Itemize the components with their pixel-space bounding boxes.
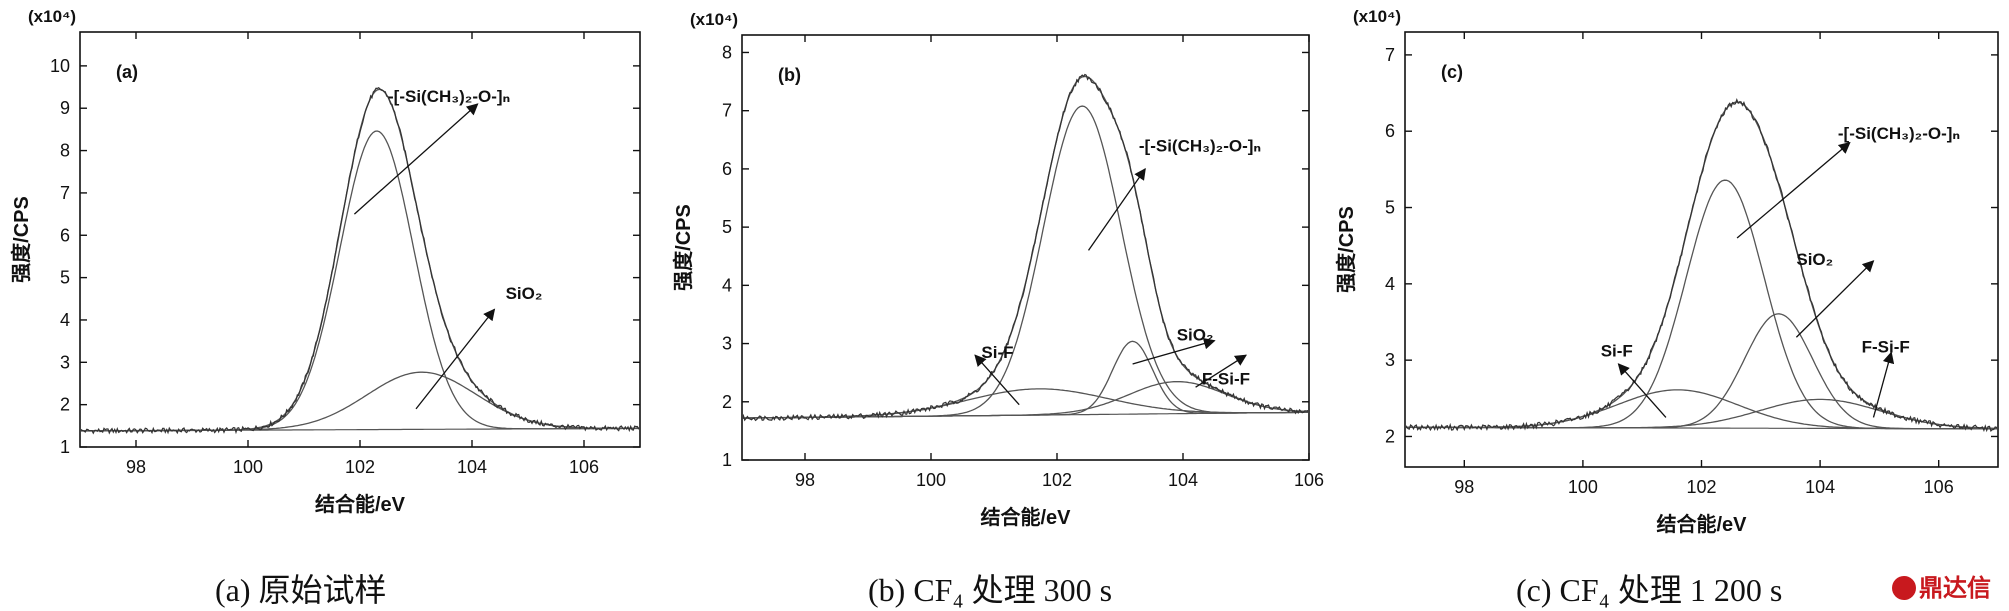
annotation-label: -[-Si(CH₃)₂-O-]ₙ	[388, 87, 510, 106]
y-axis-label: 强度/CPS	[1334, 206, 1358, 293]
component-peak-line	[1406, 179, 1997, 430]
y-multiplier-label: (x10⁴)	[1353, 7, 1401, 26]
annotation-arrow	[1736, 141, 1851, 239]
annotation-label: SiO₂	[506, 284, 543, 303]
envelope-line	[1406, 101, 1997, 430]
y-tick-label: 2	[1385, 426, 1395, 446]
x-tick-label: 104	[1805, 477, 1835, 497]
annotation-arrow	[1195, 354, 1247, 388]
plot-frame	[1404, 31, 1999, 468]
x-tick-label: 102	[345, 457, 375, 477]
y-tick-label: 7	[722, 101, 732, 121]
x-tick-label: 106	[569, 457, 599, 477]
annotation-arrow	[1132, 337, 1216, 365]
chart-panel-b: 98 100 102 104 106 1 2 3 4 5 6 7 8 结合能/eV 强度/CPS (x10⁴)…	[671, 10, 1324, 529]
panel-label: (c)	[1441, 62, 1463, 82]
annotation-label: F-Si-F	[1202, 369, 1250, 388]
x-tick-label: 98	[795, 470, 815, 490]
plot-area	[1406, 97, 1997, 433]
annotation-label: -[-Si(CH₃)₂-O-]ₙ	[1139, 136, 1261, 155]
y-tick-label: 8	[722, 42, 732, 62]
y-tick-label: 2	[722, 392, 732, 412]
panel-label: (a)	[116, 62, 138, 82]
y-tick-label: 5	[1385, 198, 1395, 218]
caption-a: (a) 原始试样	[215, 572, 387, 608]
x-tick-label: 104	[1168, 470, 1198, 490]
annotation-label: -[-Si(CH₃)₂-O-]ₙ	[1838, 124, 1960, 143]
y-tick-label: 2	[60, 395, 70, 415]
y-tick-label: 6	[60, 225, 70, 245]
x-tick-label: 100	[233, 457, 263, 477]
y-tick-label: 7	[60, 183, 70, 203]
x-tick-label: 106	[1294, 470, 1324, 490]
plot-frame	[79, 31, 641, 448]
annotation-label: SiO₂	[1796, 250, 1833, 269]
seal-icon	[1892, 576, 1916, 600]
experimental-spectrum-line	[743, 73, 1308, 422]
y-axis-label: 强度/CPS	[9, 196, 33, 283]
y-tick-label: 1	[60, 437, 70, 457]
x-tick-label: 104	[457, 457, 487, 477]
y-axis-label: 强度/CPS	[671, 204, 695, 291]
y-tick-label: 6	[722, 159, 732, 179]
annotation-label: SiO₂	[1177, 326, 1214, 345]
component-peak-line	[1406, 313, 1997, 430]
y-tick-label: 1	[722, 450, 732, 470]
plot-area	[743, 73, 1308, 422]
annotation-label: F-Si-F	[1862, 338, 1910, 357]
y-tick-label: 4	[1385, 274, 1395, 294]
envelope-line	[81, 88, 639, 432]
chart-panel-c: 98 100 102 104 106 2 3 4 5 6 7 结合能/eV 强度/CPS (x10⁴) (c…	[1334, 7, 1999, 536]
annotation-label: Si-F	[981, 343, 1013, 362]
experimental-spectrum-line	[1406, 97, 1997, 433]
x-axis-label: 结合能/eV	[315, 492, 406, 516]
x-tick-label: 102	[1686, 477, 1716, 497]
plot-area	[81, 86, 639, 435]
x-tick-label: 106	[1924, 477, 1954, 497]
annotation-arrow	[1087, 167, 1146, 251]
y-tick-label: 5	[60, 268, 70, 288]
panel-label: (b)	[778, 65, 801, 85]
annotation-arrow	[1617, 363, 1667, 418]
x-tick-label: 102	[1042, 470, 1072, 490]
y-multiplier-label: (x10⁴)	[690, 10, 738, 29]
experimental-spectrum-line	[81, 86, 639, 435]
y-tick-label: 7	[1385, 45, 1395, 65]
annotation-arrow	[415, 308, 496, 410]
y-tick-label: 3	[722, 334, 732, 354]
x-tick-label: 100	[1568, 477, 1598, 497]
x-tick-label: 100	[916, 470, 946, 490]
annotation-arrow	[353, 103, 479, 215]
annotation-arrow	[1872, 351, 1895, 418]
x-axis-label: 结合能/eV	[980, 505, 1071, 529]
y-tick-label: 3	[1385, 350, 1395, 370]
caption-c: (c) CF₄ 处理 1 200 s	[1516, 572, 1783, 608]
logo-text: 鼎达信	[1919, 574, 1991, 602]
y-tick-label: 10	[50, 56, 70, 76]
x-tick-label: 98	[126, 457, 146, 477]
component-peak-line	[1406, 389, 1997, 430]
y-tick-label: 4	[722, 275, 732, 295]
annotation-label: Si-F	[1601, 341, 1633, 360]
y-tick-label: 3	[60, 352, 70, 372]
y-tick-label: 5	[722, 217, 732, 237]
x-tick-label: 98	[1454, 477, 1474, 497]
annotation-arrow	[1795, 260, 1875, 338]
y-tick-label: 9	[60, 98, 70, 118]
y-tick-label: 4	[60, 310, 70, 330]
caption-b: (b) CF₄ 处理 300 s	[868, 572, 1113, 608]
chart-panel-a: 98 100 102 104 106 1 2 3 4 5 6 7 8 9 10 结合能/eV 强度/CPS (x1…	[9, 7, 641, 516]
brand-logo: 鼎达信	[1892, 568, 1991, 603]
component-peak-line	[81, 130, 639, 432]
y-multiplier-label: (x10⁴)	[28, 7, 76, 26]
x-axis-label: 结合能/eV	[1656, 512, 1747, 536]
y-tick-label: 6	[1385, 121, 1395, 141]
component-peak-line	[81, 371, 639, 432]
y-tick-label: 8	[60, 141, 70, 161]
annotation-arrow	[974, 354, 1020, 406]
component-peak-line	[1406, 398, 1997, 430]
envelope-line	[743, 75, 1308, 419]
plot-frame	[741, 34, 1310, 461]
